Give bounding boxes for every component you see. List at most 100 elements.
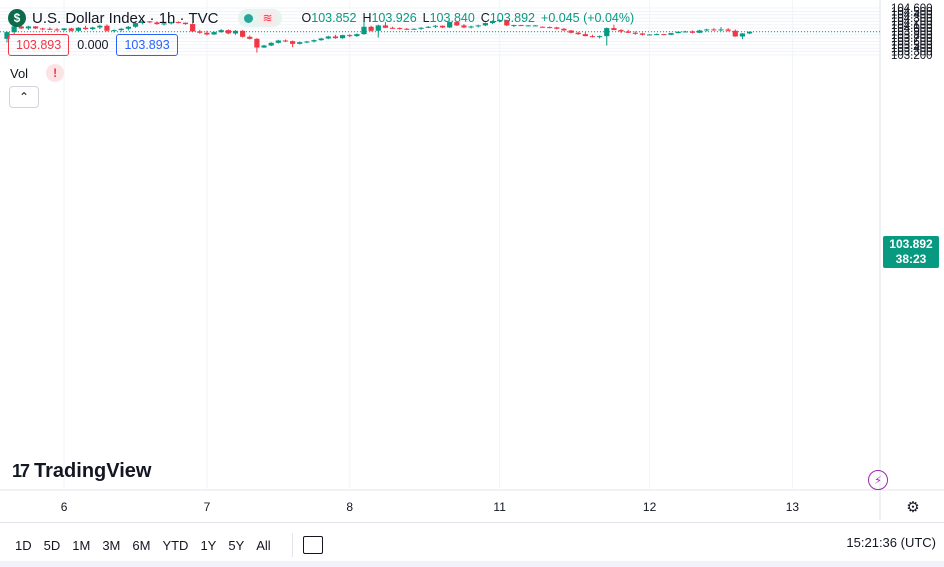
lightning-icon[interactable]: ⚡: [868, 470, 888, 490]
price-tick-label: 104.100: [891, 20, 933, 32]
calendar-icon[interactable]: [302, 536, 323, 554]
candle-up: [375, 24, 381, 38]
candle-down: [404, 28, 410, 31]
ohlc-low-value: 103.840: [429, 11, 475, 25]
candle-body: [268, 42, 274, 46]
bottom-toolbar: 1D 5D 1M 3M 6M YTD 1Y 5Y All 15:21:36 (U…: [0, 522, 944, 567]
range-ytd-button[interactable]: YTD: [162, 537, 189, 553]
candle-body: [404, 28, 410, 30]
candle-body: [389, 27, 396, 29]
candle-down: [625, 29, 631, 34]
candle-up: [354, 33, 360, 37]
ohlc-open-label: O: [301, 11, 312, 25]
tradingview-logo[interactable]: 17 TradingView: [12, 460, 151, 483]
candle-body: [689, 31, 696, 33]
range-5d-button[interactable]: 5D: [43, 537, 61, 553]
candle-body: [447, 22, 453, 28]
volume-label[interactable]: Vol: [10, 65, 29, 81]
candle-body: [511, 25, 517, 27]
range-1m-button[interactable]: 1M: [72, 537, 91, 553]
candle-body: [497, 20, 503, 22]
price-tick-label: 103.300: [891, 47, 933, 59]
candle-body: [618, 30, 624, 32]
dollar-sign-icon[interactable]: $: [8, 9, 26, 27]
candle-up: [475, 24, 481, 28]
candle-down: [397, 27, 403, 30]
candle-body: [32, 26, 39, 29]
candle-down: [154, 21, 160, 25]
candle-down: [711, 28, 717, 31]
time-tick-label: 6: [61, 500, 68, 514]
candle-body: [197, 31, 203, 33]
buy-price-button[interactable]: 103.893: [116, 34, 178, 56]
candle-up: [511, 24, 517, 28]
candle-up: [525, 25, 531, 27]
range-6m-button[interactable]: 6M: [132, 537, 151, 553]
range-1y-button[interactable]: 1Y: [200, 537, 217, 553]
candle-down: [504, 19, 510, 27]
candle-body: [204, 32, 210, 35]
range-3m-button[interactable]: 3M: [102, 537, 121, 553]
candle-up: [218, 29, 224, 33]
price-axis[interactable]: 104.600104.500104.400104.300104.200104.1…: [891, 3, 933, 62]
candle-body: [97, 25, 103, 28]
candle-body: [661, 34, 667, 36]
candle-up: [211, 31, 217, 35]
candle-body: [290, 41, 296, 44]
candle-down: [104, 24, 110, 32]
gear-icon[interactable]: ⚙: [906, 499, 920, 516]
candle-up: [140, 20, 146, 25]
candle-up: [25, 25, 32, 30]
candle-down: [175, 21, 181, 24]
collapse-legend-button[interactable]: ⌃: [9, 86, 39, 108]
ohlc-low-label: L: [422, 11, 430, 25]
candle-body: [675, 31, 681, 34]
sell-price-button[interactable]: 103.893: [8, 34, 70, 56]
candle-body: [40, 28, 46, 30]
ohlc-close-label: C: [480, 11, 490, 25]
candle-down: [611, 24, 617, 31]
candle-up: [647, 34, 653, 36]
candle-body: [25, 26, 32, 29]
candle-up: [4, 31, 10, 43]
candle-down: [40, 27, 46, 31]
candle-body: [168, 22, 174, 24]
candle-body: [575, 32, 581, 35]
candle-down: [282, 39, 289, 43]
symbol-title[interactable]: U.S. Dollar Index · 1h · TVC: [32, 9, 219, 27]
candle-body: [311, 40, 317, 42]
bottom-strip: [0, 561, 944, 567]
wave-icon: ≋: [259, 11, 276, 25]
candle-body: [61, 28, 67, 31]
candle-up: [297, 41, 303, 45]
candle-up: [604, 27, 610, 46]
range-1d-button[interactable]: 1D: [15, 537, 32, 553]
candle-up: [132, 22, 139, 28]
candlestick-chart[interactable]: 104.600104.500104.400104.300104.200104.1…: [0, 0, 944, 520]
candle-down: [147, 21, 153, 24]
candle-down: [661, 33, 667, 36]
price-tick-label: 104.300: [891, 13, 933, 25]
range-5y-button[interactable]: 5Y: [228, 537, 245, 553]
time-axis[interactable]: 6 7 8 11 12 13: [61, 500, 800, 514]
candle-up: [97, 24, 103, 30]
market-status-pill[interactable]: ≋: [238, 9, 282, 27]
candle-body: [275, 40, 281, 43]
range-all-button[interactable]: All: [256, 537, 271, 553]
candle-down: [461, 24, 467, 29]
candle-up: [11, 26, 17, 35]
candle-down: [182, 22, 189, 25]
last-price-badge: 103.892 38:23: [883, 236, 939, 268]
candle-up: [118, 28, 124, 32]
warning-icon[interactable]: !: [46, 64, 65, 82]
candle-up: [339, 34, 346, 39]
candle-up: [682, 30, 688, 33]
candle-body: [211, 32, 217, 35]
candle-body: [18, 26, 24, 29]
candle-body: [411, 28, 417, 30]
candle-up: [746, 31, 753, 35]
price-tick-label: 104.400: [891, 10, 933, 22]
utc-clock[interactable]: 15:21:36 (UTC): [846, 535, 936, 550]
candle-body: [254, 38, 260, 48]
candle-up: [425, 26, 431, 29]
